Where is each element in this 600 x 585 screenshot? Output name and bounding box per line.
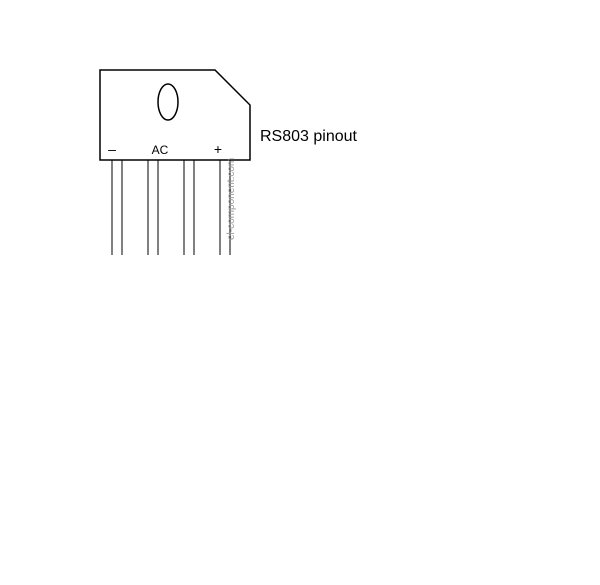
component-pins [112,160,230,255]
watermark-text: el-component.com [226,158,237,240]
caption-text: RS803 pinout [260,128,357,146]
pin-label-minus: – [108,141,116,157]
pin-label-plus: + [214,141,222,157]
component-hole [158,84,178,120]
pin-label-ac: AC [152,143,169,157]
